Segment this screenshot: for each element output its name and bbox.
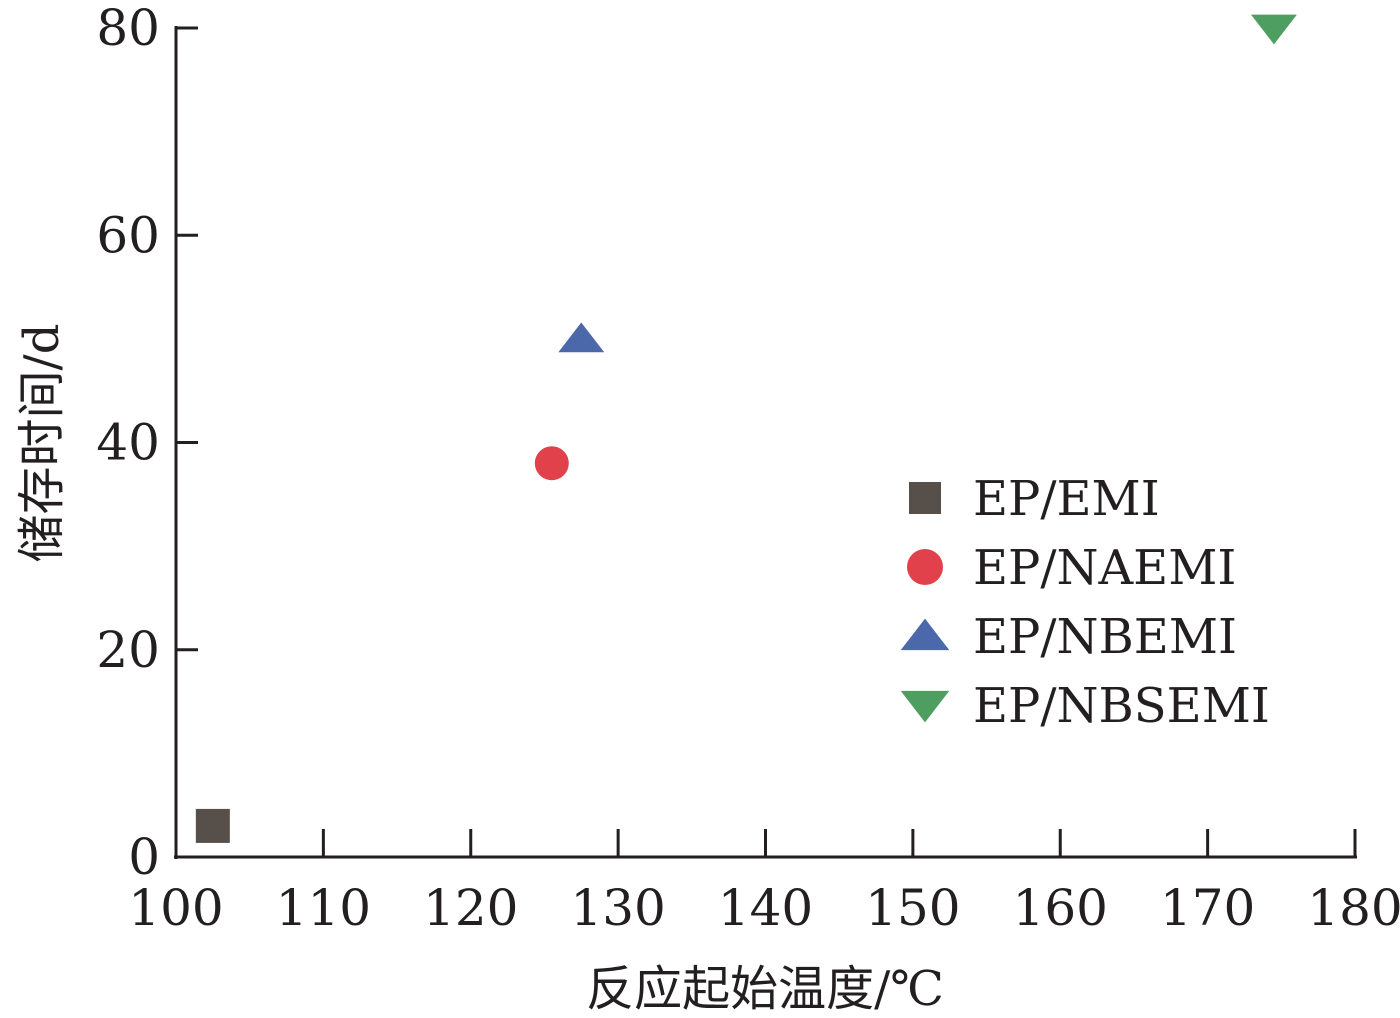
x-tick-label: 120 xyxy=(423,879,518,937)
x-tick-label: 130 xyxy=(570,879,665,937)
x-tick-label: 110 xyxy=(276,879,371,937)
legend-marker-square xyxy=(909,482,941,514)
x-tick-label: 150 xyxy=(865,879,960,937)
y-axis-title: 储存时间/d xyxy=(14,324,70,563)
legend: EP/EMI EP/NAEMI EP/NBEMI EP/NBSEMI xyxy=(900,471,1270,734)
x-tick-label: 140 xyxy=(718,879,813,937)
data-point-square xyxy=(195,808,230,843)
y-tick-label: 20 xyxy=(96,621,160,679)
data-point-triangle-up xyxy=(558,322,605,353)
legend-marker-circle xyxy=(907,549,943,585)
x-tick-label: 180 xyxy=(1307,879,1400,937)
y-tick-label: 40 xyxy=(96,414,160,472)
x-tick-label: 100 xyxy=(128,879,223,937)
y-tick-label: 60 xyxy=(96,206,160,264)
x-tick-label: 170 xyxy=(1160,879,1255,937)
legend-label: EP/NBEMI xyxy=(973,609,1237,665)
x-tick-label: 160 xyxy=(1013,879,1108,937)
y-tick-label: 80 xyxy=(96,0,160,57)
legend-label: EP/NBSEMI xyxy=(973,678,1270,734)
data-point-circle xyxy=(534,446,569,481)
y-tick-label: 0 xyxy=(128,828,160,886)
axes xyxy=(174,26,1357,859)
data-point-triangle-down xyxy=(1250,14,1297,45)
legend-label: EP/EMI xyxy=(973,471,1160,527)
tick-labels: 100 110 120 130 140 150 160 170 180 0 20 40 60 80 xyxy=(96,0,1400,937)
x-axis-title: 反应起始温度/℃ xyxy=(586,961,944,1017)
legend-marker-triangle-up xyxy=(900,618,950,651)
tick-marks xyxy=(174,26,1357,859)
data-points xyxy=(195,14,1297,843)
legend-marker-triangle-down xyxy=(900,690,950,723)
legend-label: EP/NAEMI xyxy=(973,540,1236,596)
